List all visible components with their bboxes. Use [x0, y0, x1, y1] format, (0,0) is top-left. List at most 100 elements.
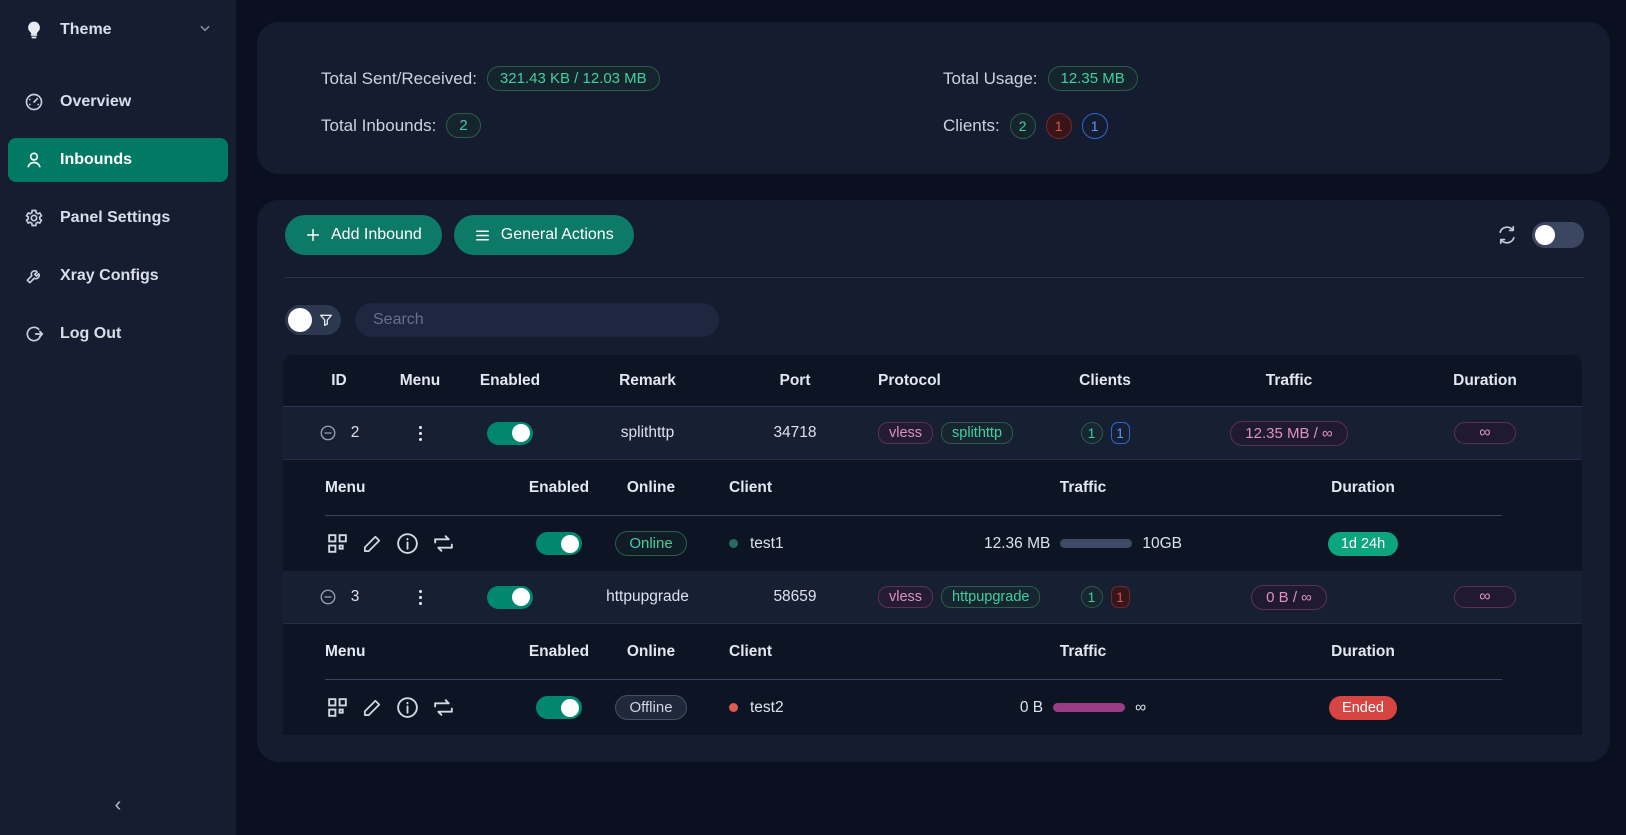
- col-header-id: ID: [331, 371, 347, 389]
- general-actions-button[interactable]: General Actions: [453, 215, 634, 255]
- qrcode-icon[interactable]: [325, 695, 350, 720]
- inbound-enabled-toggle[interactable]: [487, 585, 533, 609]
- inbound-remark: splithttp: [620, 424, 675, 441]
- inbound-traffic-badge: 12.35 MB / ∞: [1230, 420, 1348, 446]
- clients-label: Clients:: [943, 116, 1000, 135]
- col-header-port: Port: [779, 371, 811, 389]
- client-name: test1: [750, 534, 784, 552]
- search-input[interactable]: [355, 303, 719, 337]
- menu-lines-icon: [475, 229, 489, 241]
- sub-col-traffic: Traffic: [1059, 478, 1107, 496]
- clients-deactivated-badge: 1: [1045, 113, 1072, 139]
- client-online-badge: Online: [615, 531, 687, 556]
- inbound-enabled-toggle[interactable]: [487, 421, 533, 445]
- subtable-header-row: Menu Enabled Online Client Traffic Durat…: [283, 624, 1582, 679]
- sub-col-online: Online: [626, 642, 676, 660]
- inbounds-card: Add Inbound General Actions ID: [257, 200, 1610, 762]
- col-header-clients: Clients: [1079, 371, 1131, 389]
- client-row: Offline test2 0 B ∞ Ended: [283, 680, 1582, 735]
- search-row: [285, 303, 719, 337]
- sidebar-item-label: Theme: [60, 21, 112, 38]
- inbound-remark: httpupgrade: [606, 588, 689, 605]
- client-enabled-toggle[interactable]: [536, 532, 582, 555]
- total-sent-received-value: 321.43 KB / 12.03 MB: [486, 66, 660, 91]
- sub-col-online: Online: [626, 478, 676, 496]
- client-subtable: Menu Enabled Online Client Traffic Durat…: [283, 460, 1582, 571]
- sub-col-duration: Duration: [1331, 642, 1395, 660]
- protocol-tag: vless: [878, 586, 934, 608]
- inbound-id: 3: [350, 588, 360, 605]
- qrcode-icon[interactable]: [325, 531, 350, 556]
- col-header-duration: Duration: [1453, 371, 1517, 389]
- sub-col-client: Client: [729, 478, 773, 496]
- user-icon: [27, 152, 41, 168]
- col-header-enabled: Enabled: [479, 371, 541, 389]
- info-icon[interactable]: [395, 695, 420, 720]
- client-traffic-progressbar: [1060, 539, 1133, 548]
- client-status-dot: [729, 539, 738, 548]
- row-menu-button[interactable]: [395, 589, 445, 605]
- sidebar-item-overview[interactable]: Overview: [8, 80, 228, 124]
- client-traffic-used: 0 B: [1019, 698, 1044, 716]
- total-usage-label: Total Usage:: [943, 68, 1038, 88]
- sidebar-item-label: Overview: [60, 93, 132, 110]
- total-sent-received-label: Total Sent/Received:: [321, 68, 477, 88]
- sidebar-item-panel-settings[interactable]: Panel Settings: [8, 196, 228, 240]
- sub-col-client: Client: [729, 642, 773, 660]
- info-icon[interactable]: [395, 531, 420, 556]
- inbound-duration-badge: ∞: [1454, 586, 1516, 608]
- inbound-id: 2: [350, 424, 360, 441]
- sub-col-traffic: Traffic: [1059, 642, 1107, 660]
- edit-pencil-icon[interactable]: [361, 696, 384, 719]
- subtable-divider: [325, 515, 1502, 516]
- chevron-down-icon: [198, 21, 212, 40]
- sidebar: Theme Overview Inbounds Panel Settings X…: [0, 0, 236, 835]
- clients-depleted-count-badge: 1: [1110, 586, 1130, 608]
- client-online-badge: Offline: [615, 695, 687, 720]
- inbound-duration-badge: ∞: [1454, 422, 1516, 444]
- collapse-row-icon[interactable]: [319, 588, 337, 606]
- add-inbound-button[interactable]: Add Inbound: [285, 215, 442, 255]
- bulb-icon: [28, 21, 40, 39]
- sidebar-item-label: Log Out: [60, 325, 122, 342]
- sidebar-item-inbounds[interactable]: Inbounds: [8, 138, 228, 182]
- col-header-remark: Remark: [619, 371, 676, 389]
- table-header-row: ID Menu Enabled Remark Port Protocol Cli…: [283, 355, 1582, 407]
- logout-icon: [26, 326, 44, 342]
- transport-tag: httpupgrade: [941, 586, 1041, 608]
- auto-refresh-toggle[interactable]: [1532, 222, 1584, 248]
- wrench-icon: [26, 270, 40, 284]
- stats-card: Total Sent/Received: 321.43 KB / 12.03 M…: [257, 22, 1610, 174]
- sidebar-collapse-button[interactable]: ‹: [114, 794, 122, 816]
- client-enabled-toggle[interactable]: [536, 696, 582, 719]
- client-duration-badge: Ended: [1329, 695, 1397, 720]
- filter-toggle[interactable]: [285, 305, 341, 335]
- clients-online-count-badge: 1: [1110, 422, 1130, 444]
- inbound-traffic-badge: 0 B / ∞: [1251, 584, 1327, 610]
- plus-icon: [306, 228, 320, 242]
- client-duration-badge: 1d 24h: [1327, 531, 1399, 556]
- col-header-traffic: Traffic: [1265, 371, 1313, 389]
- client-name: test2: [750, 698, 784, 716]
- reset-traffic-icon[interactable]: [431, 695, 456, 720]
- inbounds-table: ID Menu Enabled Remark Port Protocol Cli…: [283, 355, 1582, 735]
- sidebar-item-xray-configs[interactable]: Xray Configs: [8, 254, 228, 298]
- sidebar-item-label: Panel Settings: [60, 209, 171, 226]
- client-status-dot: [729, 703, 738, 712]
- sub-col-menu: Menu: [325, 478, 366, 496]
- total-usage-value: 12.35 MB: [1047, 66, 1138, 91]
- reset-traffic-icon[interactable]: [431, 531, 456, 556]
- subtable-divider: [325, 679, 1502, 680]
- subtable-header-row: Menu Enabled Online Client Traffic Durat…: [283, 460, 1582, 515]
- collapse-row-icon[interactable]: [319, 424, 337, 442]
- table-row: 3 httpupgrade 58659 vless httpupgrade 1 …: [283, 571, 1582, 624]
- filter-funnel-icon: [320, 314, 332, 326]
- sidebar-item-theme[interactable]: Theme: [8, 8, 228, 52]
- sidebar-item-logout[interactable]: Log Out: [8, 312, 228, 356]
- refresh-icon[interactable]: [1496, 224, 1518, 246]
- toolbar-divider: [285, 277, 1584, 278]
- edit-pencil-icon[interactable]: [361, 532, 384, 555]
- row-menu-button[interactable]: [395, 425, 445, 441]
- sub-col-enabled: Enabled: [528, 642, 590, 660]
- protocol-tag: vless: [878, 422, 934, 444]
